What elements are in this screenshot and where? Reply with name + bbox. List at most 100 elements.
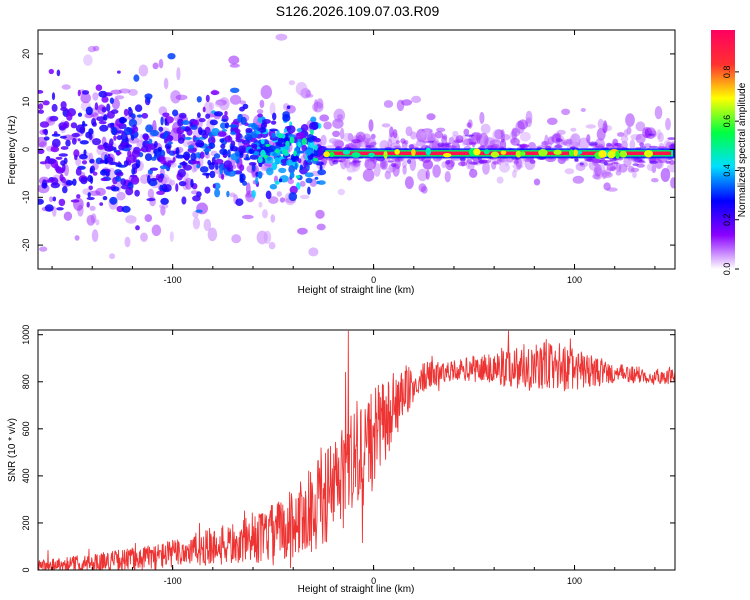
heatmap-cell (609, 166, 616, 172)
heatmap-cell (247, 123, 256, 128)
heatmap-cell (387, 160, 395, 163)
heatmap-cell (426, 113, 436, 121)
heatmap-cell (346, 164, 357, 173)
heatmap-cell (58, 122, 68, 130)
heatmap-cell (314, 137, 321, 143)
heatmap-cell (248, 148, 255, 155)
heatmap-cell (70, 199, 80, 203)
heatmap-cell (77, 138, 81, 142)
heatmap-cell (148, 179, 158, 187)
heatmap-cell (133, 74, 140, 82)
colorbar-ticks: 0.0 0.2 0.4 0.6 0.8 (722, 66, 739, 275)
heatmap-cell (480, 145, 486, 149)
heatmap-cell (91, 118, 97, 126)
heatmap-cell (79, 140, 89, 145)
heatmap-cell (646, 163, 657, 172)
heatmap-cell (146, 98, 150, 103)
heatmap-cell (172, 109, 179, 117)
heatmap-cell (102, 142, 110, 148)
heatmap-cell (60, 146, 69, 150)
snr-x-axis-label: Height of straight line (km) (298, 584, 415, 595)
heatmap-cell (231, 234, 242, 244)
heatmap-cell (115, 151, 122, 155)
heatmap-cell (227, 167, 234, 172)
heatmap-cell (217, 7, 222, 12)
heatmap-cell (49, 196, 54, 203)
heatmap-cell (597, 118, 605, 130)
heatmap-cell (76, 194, 81, 199)
heatmap-cell (183, 164, 192, 171)
heatmap-cell (603, 161, 608, 166)
heatmap-cell (260, 85, 272, 100)
heatmap-cell (131, 149, 140, 158)
heatmap-cell (305, 89, 312, 97)
heatmap-cell (270, 120, 277, 125)
heatmap-cell (309, 121, 319, 131)
heatmap-cell (97, 144, 105, 150)
heatmap-cell (305, 177, 313, 184)
heatmap-cell (541, 140, 548, 148)
heatmap-cell (55, 167, 65, 174)
heatmap-cell (651, 178, 659, 183)
heatmap-cell (529, 159, 536, 164)
heatmap-cell (318, 149, 321, 158)
spectrogram-y-tick-label: -20 (21, 239, 31, 252)
heatmap-cell (255, 130, 261, 135)
heatmap-cell (159, 203, 169, 209)
carrier-spot (607, 150, 616, 159)
heatmap-cell (88, 133, 93, 140)
heatmap-cell (295, 175, 301, 179)
heatmap-cell (214, 111, 223, 117)
heatmap-cell (523, 157, 532, 162)
snr-x-tick-label: 0 (371, 576, 376, 586)
heatmap-cell (60, 107, 68, 112)
heatmap-cell (41, 182, 48, 189)
heatmap-cell (184, 177, 193, 190)
heatmap-cell (212, 183, 216, 189)
spectrogram-y-axis-label: Frequency (Hz) (7, 116, 18, 185)
heatmap-cell (188, 144, 195, 150)
heatmap-cell (74, 235, 80, 241)
spectrogram-y-tick-label: -10 (21, 191, 31, 204)
heatmap-cell (585, 124, 596, 129)
colorbar-tick-label: 0.2 (722, 213, 732, 226)
heatmap-cell (62, 134, 74, 141)
heatmap-cell (648, 133, 655, 136)
heatmap-cell (257, 171, 263, 179)
heatmap-cell (91, 229, 99, 243)
heatmap-cell (51, 92, 56, 101)
heatmap-cell (81, 90, 90, 95)
heatmap-cell (279, 197, 285, 203)
heatmap-cell (547, 136, 555, 145)
heatmap-cell (282, 114, 291, 122)
snr-background (38, 330, 675, 570)
heatmap-cell (75, 157, 82, 167)
heatmap-cell (517, 119, 528, 130)
heatmap-cell (381, 123, 391, 128)
heatmap-cell (224, 111, 228, 116)
heatmap-cell (421, 186, 428, 194)
heatmap-cell (184, 153, 190, 161)
heatmap-cell (409, 157, 417, 171)
heatmap-cell (511, 128, 521, 137)
heatmap-cell (156, 190, 165, 195)
heatmap-cell (48, 68, 54, 75)
heatmap-cell (605, 144, 615, 149)
heatmap-cell (444, 171, 451, 183)
heatmap-cell (277, 137, 284, 145)
heatmap-cell (47, 300, 56, 313)
heatmap-cell (306, 133, 315, 143)
heatmap-cell (239, 100, 247, 105)
carrier-spot (573, 149, 578, 157)
heatmap-cell (226, 190, 230, 198)
heatmap-cell (275, 33, 288, 41)
heatmap-cell (146, 198, 156, 202)
heatmap-cell (90, 165, 95, 174)
heatmap-cell (71, 137, 77, 145)
heatmap-cell (38, 198, 44, 205)
heatmap-cell (123, 160, 129, 167)
heatmap-cell (289, 136, 295, 144)
heatmap-cell (128, 88, 138, 96)
heatmap-cell (310, 116, 317, 123)
heatmap-cell (107, 153, 111, 162)
